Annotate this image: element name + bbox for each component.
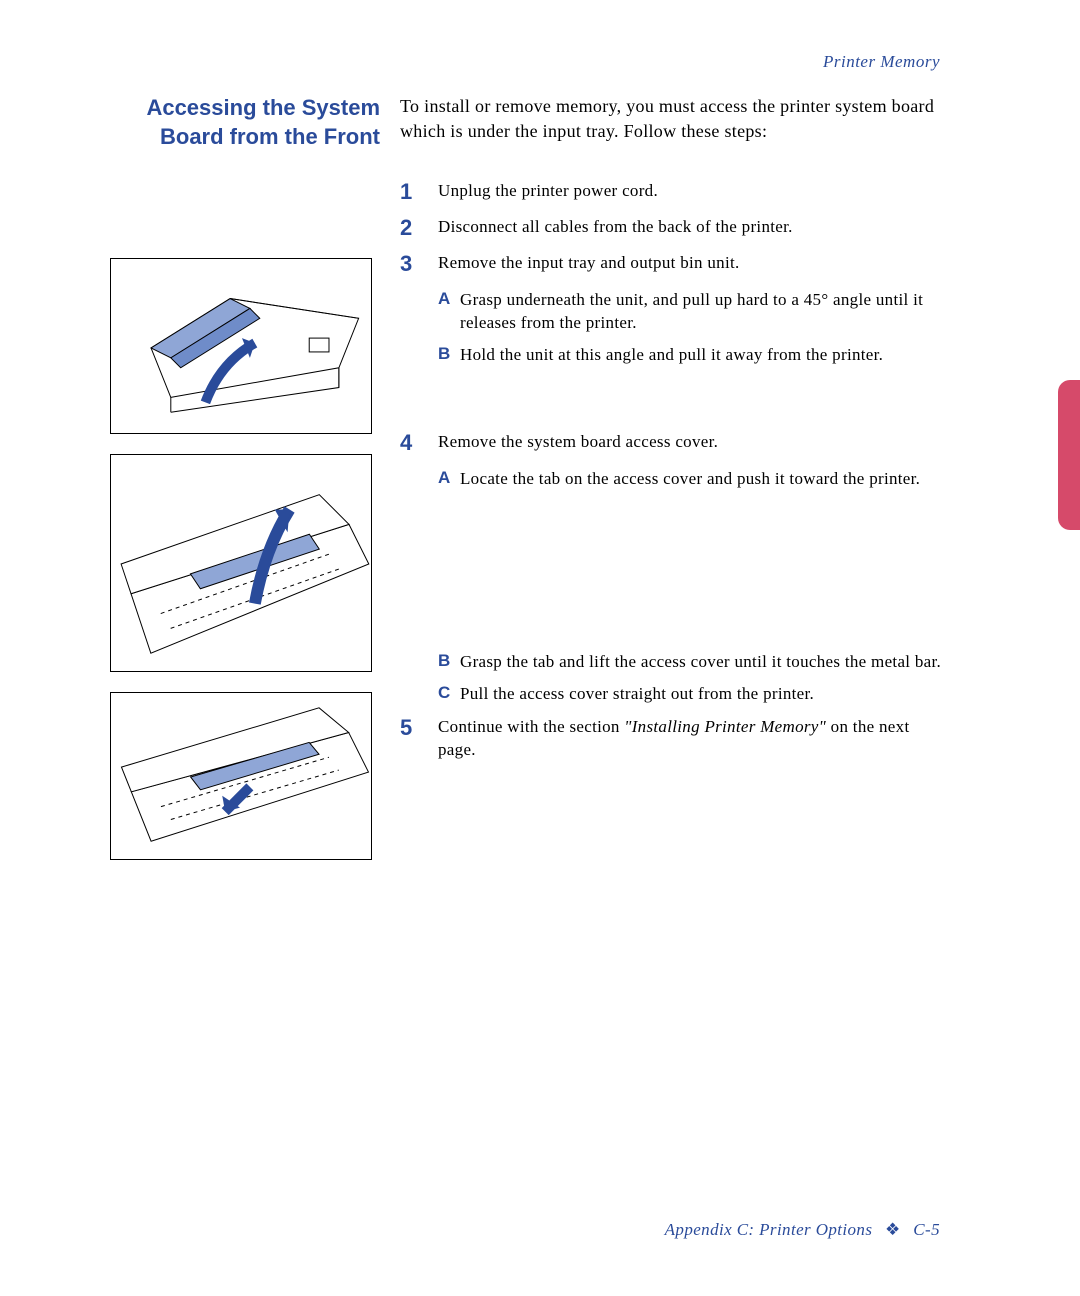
substep-3a: A Grasp underneath the unit, and pull up… [438, 289, 945, 335]
step-3: 3 Remove the input tray and output bin u… [400, 252, 945, 276]
substep-text: Locate the tab on the access cover and p… [460, 468, 920, 491]
step-3-substeps: A Grasp underneath the unit, and pull up… [438, 289, 945, 368]
step-5-before: Continue with the section [438, 717, 624, 736]
footer-separator-icon: ❖ [885, 1220, 901, 1239]
header-label: Printer Memory [823, 52, 940, 72]
footer-page-number: C-5 [913, 1220, 940, 1239]
illustration-remove-tray [110, 258, 372, 434]
step-4-substeps-a: A Locate the tab on the access cover and… [438, 468, 945, 491]
step-number: 1 [400, 180, 438, 204]
substep-letter: A [438, 289, 460, 335]
step-1: 1 Unplug the printer power cord. [400, 180, 945, 204]
illustration-access-cover-push [110, 454, 372, 672]
step-4-substeps-bc: B Grasp the tab and lift the access cove… [438, 651, 945, 707]
step-4: 4 Remove the system board access cover. [400, 431, 945, 455]
illustration-access-cover-lift [110, 692, 372, 860]
step-number: 3 [400, 252, 438, 276]
intro-paragraph: To install or remove memory, you must ac… [400, 94, 945, 144]
substep-letter: B [438, 344, 460, 367]
printer-illustration-1-svg [111, 259, 371, 433]
substep-4c: C Pull the access cover straight out fro… [438, 683, 945, 706]
step-5-link: "Installing Printer Memory" [624, 717, 826, 736]
page: Printer Memory Accessing the System Boar… [0, 0, 1080, 1296]
step-3-block: 3 Remove the input tray and output bin u… [400, 252, 945, 367]
step-4-block-continued: B Grasp the tab and lift the access cove… [400, 651, 945, 763]
steps-list: 1 Unplug the printer power cord. 2 Disco… [400, 180, 945, 774]
step-number: 2 [400, 216, 438, 240]
substep-text: Grasp the tab and lift the access cover … [460, 651, 941, 674]
substep-4b: B Grasp the tab and lift the access cove… [438, 651, 945, 674]
step-text: Unplug the printer power cord. [438, 180, 658, 204]
printer-illustration-3-svg [111, 693, 371, 859]
step-text: Remove the system board access cover. [438, 431, 718, 455]
substep-letter: C [438, 683, 460, 706]
page-side-tab [1058, 380, 1080, 530]
substep-text: Hold the unit at this angle and pull it … [460, 344, 883, 367]
step-text: Disconnect all cables from the back of t… [438, 216, 793, 240]
footer-text: Appendix C: Printer Options [665, 1220, 873, 1239]
substep-text: Pull the access cover straight out from … [460, 683, 814, 706]
section-title: Accessing the System Board from the Fron… [110, 94, 380, 151]
step-text: Continue with the section "Installing Pr… [438, 716, 945, 762]
step-text: Remove the input tray and output bin uni… [438, 252, 740, 276]
printer-illustration-2-svg [111, 455, 371, 671]
substep-text: Grasp underneath the unit, and pull up h… [460, 289, 945, 335]
step-2: 2 Disconnect all cables from the back of… [400, 216, 945, 240]
step-5: 5 Continue with the section "Installing … [400, 716, 945, 762]
substep-letter: B [438, 651, 460, 674]
substep-letter: A [438, 468, 460, 491]
substep-3b: B Hold the unit at this angle and pull i… [438, 344, 945, 367]
footer: Appendix C: Printer Options ❖ C-5 [665, 1220, 940, 1240]
step-4-block: 4 Remove the system board access cover. … [400, 431, 945, 490]
step-number: 4 [400, 431, 438, 455]
substep-4a: A Locate the tab on the access cover and… [438, 468, 945, 491]
step-number: 5 [400, 716, 438, 762]
